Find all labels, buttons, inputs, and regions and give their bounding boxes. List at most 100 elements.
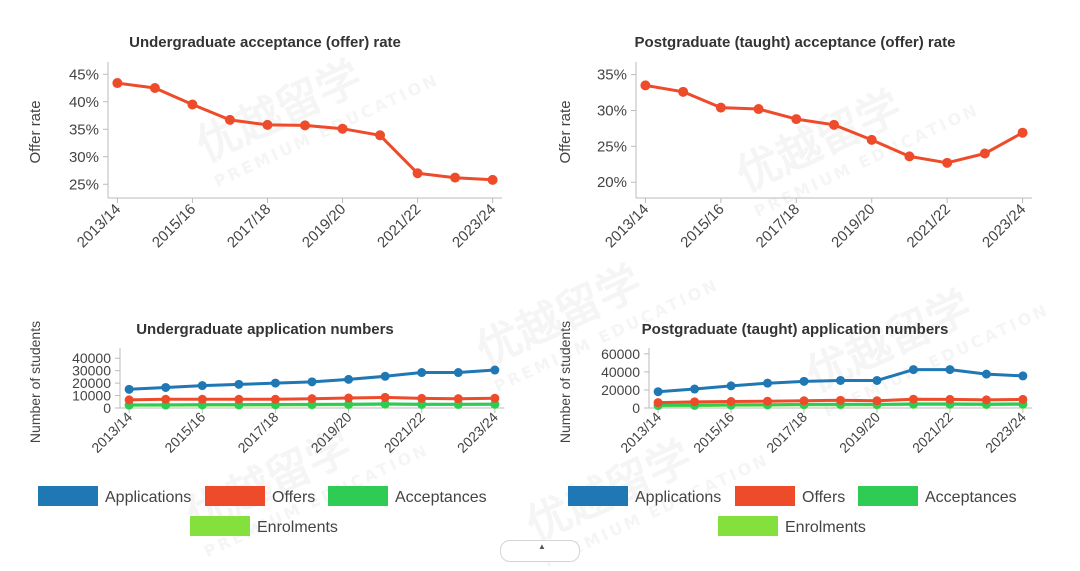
y-tick-label: 10000 — [72, 388, 111, 404]
data-point — [836, 375, 845, 385]
data-point — [981, 369, 991, 379]
y-tick-label: 45% — [69, 66, 99, 83]
y-tick-label: 25% — [597, 138, 627, 155]
chart-title: Postgraduate (taught) application number… — [642, 321, 949, 338]
y-tick-label: 20000 — [601, 382, 640, 398]
legend-label: Offers — [802, 489, 845, 506]
y-tick-label: 20000 — [72, 375, 111, 391]
data-point — [344, 399, 354, 409]
x-tick-label: 2015/16 — [149, 201, 199, 251]
data-point — [270, 394, 280, 404]
data-point — [234, 394, 244, 404]
x-tick-label: 2013/14 — [88, 409, 135, 456]
y-tick-label: 35% — [69, 121, 99, 138]
data-point — [412, 168, 423, 179]
data-point — [763, 378, 773, 388]
y-tick-label: 0 — [103, 400, 111, 416]
data-point — [224, 114, 235, 125]
data-point — [161, 394, 171, 404]
x-tick-label: 2023/24 — [454, 409, 501, 456]
data-point — [866, 134, 877, 145]
data-point — [942, 157, 953, 168]
data-point — [149, 83, 160, 93]
data-point — [979, 148, 990, 159]
y-axis-label: Number of students — [27, 321, 43, 443]
data-point — [908, 394, 918, 404]
data-point — [653, 398, 663, 408]
x-tick-label: 2017/18 — [234, 409, 281, 456]
x-tick-label: 2017/18 — [224, 201, 274, 251]
chevron-up-icon: ▲ — [538, 542, 546, 551]
data-point — [187, 99, 198, 110]
x-tick-label: 2021/22 — [909, 409, 956, 456]
series-line-offer rate — [117, 81, 493, 182]
data-point — [763, 396, 773, 406]
data-point — [197, 381, 207, 391]
legend-label: Applications — [635, 489, 721, 506]
data-point — [490, 393, 500, 403]
data-point — [1017, 127, 1028, 138]
x-tick-label: 2019/20 — [828, 201, 878, 251]
data-point — [799, 376, 809, 386]
legend-label: Enrolments — [257, 519, 338, 536]
x-tick-label: 2019/20 — [308, 409, 355, 456]
legend-label: Offers — [272, 489, 315, 506]
y-axis-label: Offer rate — [557, 100, 574, 163]
x-tick-label: 2023/24 — [979, 201, 1029, 251]
y-axis-label: Offer rate — [27, 100, 44, 163]
data-point — [124, 395, 134, 405]
legend-swatch — [568, 486, 628, 506]
chart-title: Undergraduate acceptance (offer) rate — [129, 34, 401, 51]
x-tick-label: 2015/16 — [690, 409, 737, 456]
y-tick-label: 40000 — [601, 364, 640, 380]
data-point — [1018, 371, 1028, 381]
legend-swatch — [858, 486, 918, 506]
data-point — [344, 393, 354, 403]
x-tick-label: 2017/18 — [763, 409, 810, 456]
data-point — [715, 102, 726, 113]
data-point — [380, 399, 390, 409]
data-point — [112, 78, 123, 89]
data-point — [753, 104, 764, 115]
y-tick-label: 25% — [69, 176, 99, 193]
data-point — [197, 394, 207, 404]
data-point — [337, 123, 348, 134]
scroll-handle[interactable]: ▲ — [500, 540, 580, 562]
y-tick-label: 0 — [632, 400, 640, 416]
legend-swatch — [190, 516, 250, 536]
data-point — [908, 365, 918, 375]
y-tick-label: 30% — [69, 149, 99, 166]
data-point — [234, 379, 244, 389]
data-point — [417, 393, 427, 403]
legend-swatch — [735, 486, 795, 506]
charts-canvas: Undergraduate acceptance (offer) rate Off… — [27, 34, 1032, 536]
data-point — [904, 151, 915, 162]
data-point — [640, 80, 651, 91]
y-tick-label: 40% — [69, 94, 99, 111]
y-tick-label: 20% — [597, 174, 627, 191]
data-point — [690, 384, 700, 394]
legend-label: Acceptances — [395, 489, 487, 506]
y-tick-label: 30000 — [72, 363, 111, 379]
data-point — [678, 86, 689, 97]
data-point — [829, 119, 839, 130]
x-tick-label: 2015/16 — [161, 409, 208, 456]
data-point — [799, 396, 809, 406]
y-tick-label: 40000 — [72, 350, 111, 366]
chart-dashboard: 优越留学 PREMIUM EDUCATION 优越留学 PREMIUM EDUCAT… — [27, 34, 1032, 562]
data-point — [945, 365, 955, 375]
x-tick-label: 2013/14 — [74, 201, 124, 251]
data-point — [307, 394, 317, 404]
y-tick-label: 30% — [597, 102, 627, 119]
legend-swatch — [38, 486, 98, 506]
data-point — [726, 396, 736, 406]
chart-title: Undergraduate application numbers — [136, 321, 394, 338]
data-point — [375, 130, 386, 141]
data-point — [262, 119, 273, 130]
legend-label: Enrolments — [785, 519, 866, 536]
data-point — [307, 377, 317, 387]
data-point — [872, 375, 882, 385]
x-tick-label: 2019/20 — [836, 409, 883, 456]
legend-swatch — [205, 486, 265, 506]
data-point — [836, 395, 845, 405]
